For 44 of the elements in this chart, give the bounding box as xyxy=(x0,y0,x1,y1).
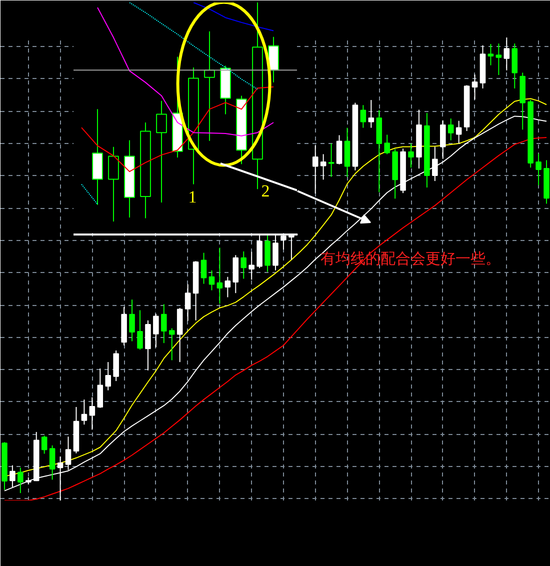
candlestick xyxy=(248,251,254,280)
candlestick xyxy=(440,120,446,160)
candlestick xyxy=(456,120,462,144)
candlestick xyxy=(472,74,478,100)
candlestick xyxy=(224,276,231,298)
candlestick xyxy=(168,328,175,361)
candlestick xyxy=(129,299,135,342)
candlestick xyxy=(384,134,390,155)
candlestick xyxy=(408,143,414,168)
candlestick xyxy=(504,38,510,71)
candlestick xyxy=(65,436,72,470)
candlestick xyxy=(328,143,334,178)
candlestick xyxy=(41,435,48,454)
candlestick xyxy=(448,118,454,141)
candlestick xyxy=(200,252,207,284)
candlestick xyxy=(156,100,167,203)
candlestick xyxy=(113,350,119,382)
candlestick xyxy=(137,310,143,350)
candlestick xyxy=(496,43,502,76)
candlestick xyxy=(161,304,167,344)
candlestick xyxy=(312,144,318,194)
candlestick xyxy=(336,134,342,165)
candlestick xyxy=(368,100,374,128)
candlestick xyxy=(536,153,542,186)
candlestick xyxy=(204,30,215,142)
candlestick xyxy=(89,396,96,430)
candlestick xyxy=(153,313,159,348)
annotation: 1 xyxy=(188,188,197,206)
annotation: 2 xyxy=(261,182,270,200)
annotation: 有均线的配合会更好一些。 xyxy=(320,250,500,268)
candlestick xyxy=(240,250,247,280)
candlestick xyxy=(97,368,104,408)
candlestick xyxy=(488,43,494,66)
candlestick xyxy=(216,247,223,304)
candlestick xyxy=(184,284,191,322)
candlestick xyxy=(81,399,88,426)
candlestick xyxy=(49,444,56,480)
candlestick xyxy=(360,104,366,128)
candlestick xyxy=(10,464,16,488)
candlestick xyxy=(432,146,438,182)
candlestick xyxy=(18,467,24,494)
candlestick xyxy=(320,154,326,180)
candlestick xyxy=(105,362,111,391)
candlestick xyxy=(208,270,215,291)
